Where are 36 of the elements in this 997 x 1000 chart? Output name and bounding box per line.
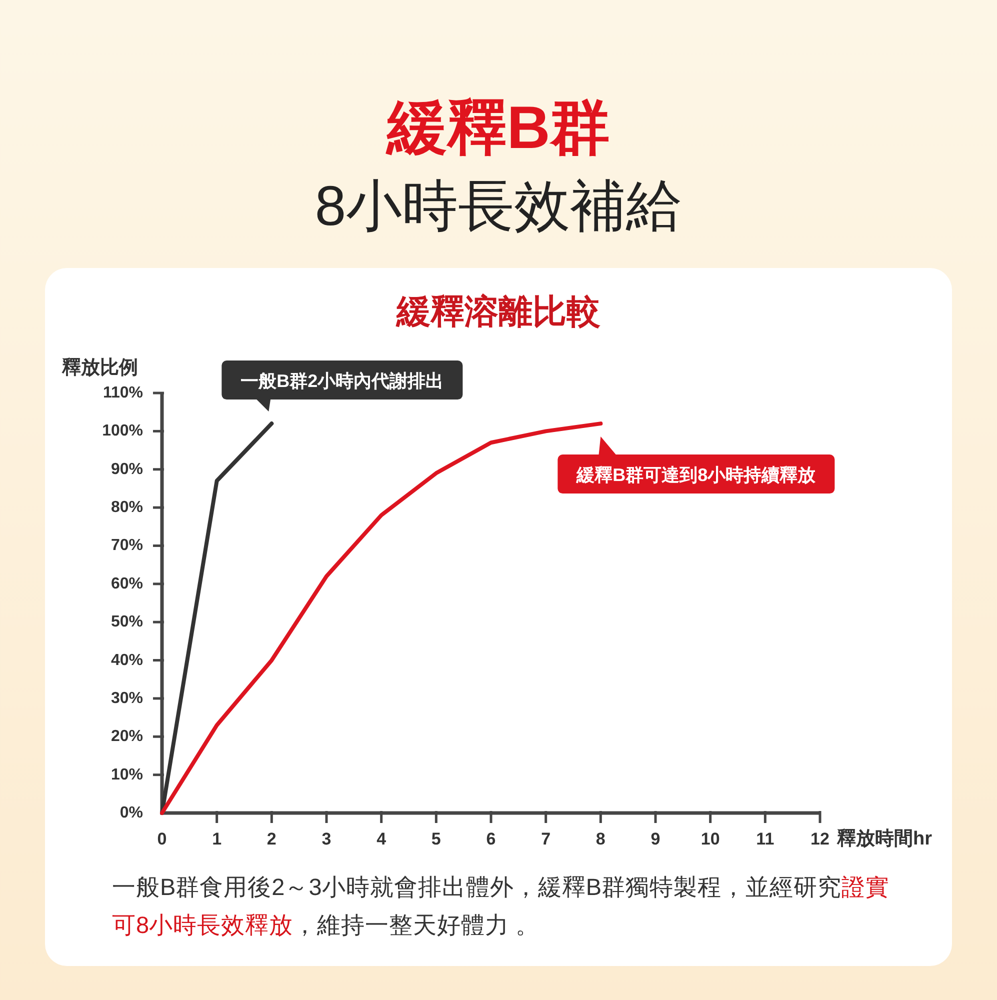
y-tick-label: 60% — [110, 575, 143, 592]
chart-title: 緩釋B群 — [384, 93, 612, 163]
y-tick-label: 20% — [110, 728, 143, 746]
x-tick-label: 6 — [486, 830, 496, 848]
text: 一般B群食用後2～3小時就會排出體外，緩釋B群獨特製程，並經研究 — [112, 874, 842, 900]
x-tick-label: 4 — [376, 830, 387, 848]
y-tick-label: 90% — [110, 460, 143, 478]
x-tick-label: 5 — [431, 830, 441, 848]
x-tick-label: 2 — [266, 830, 276, 848]
x-tick-label: 9 — [650, 830, 660, 848]
y-tick-label: 30% — [110, 690, 143, 707]
y-tick-label: 110% — [102, 384, 143, 402]
chart-subtitle: 8小時長效補給 — [314, 173, 684, 239]
x-tick-label: 3 — [322, 830, 332, 848]
annotation: 緩釋B群可達到8小時持續釋放 — [576, 465, 817, 486]
y-tick-label: 80% — [110, 499, 143, 516]
y-tick-label: 50% — [110, 614, 143, 631]
x-axis-title: 釋放時間hr — [836, 828, 933, 850]
x-tick-label: 12 — [810, 830, 830, 848]
text: 可8小時長效釋放 — [112, 912, 294, 938]
y-tick-label: 40% — [110, 652, 143, 669]
y-tick-label: 100% — [102, 422, 143, 440]
x-tick-label: 7 — [541, 830, 551, 848]
x-tick-label: 1 — [212, 830, 222, 848]
text: ，維持一整天好體力 。 — [293, 912, 540, 938]
y-tick-label: 0% — [120, 804, 143, 822]
text: 證實 — [842, 874, 890, 900]
x-tick-label: 11 — [756, 830, 774, 848]
annotation: 一般B群2小時內代謝排出 — [240, 371, 444, 392]
x-tick-label: 8 — [596, 830, 606, 848]
y-tick-label: 10% — [110, 766, 143, 784]
y-tick-label: 70% — [110, 537, 143, 554]
text: 緩釋溶離比較 — [394, 292, 602, 333]
x-tick-label: 0 — [157, 830, 167, 848]
y-axis-title: 釋放比例 — [61, 356, 138, 378]
x-tick-label: 10 — [700, 830, 720, 848]
